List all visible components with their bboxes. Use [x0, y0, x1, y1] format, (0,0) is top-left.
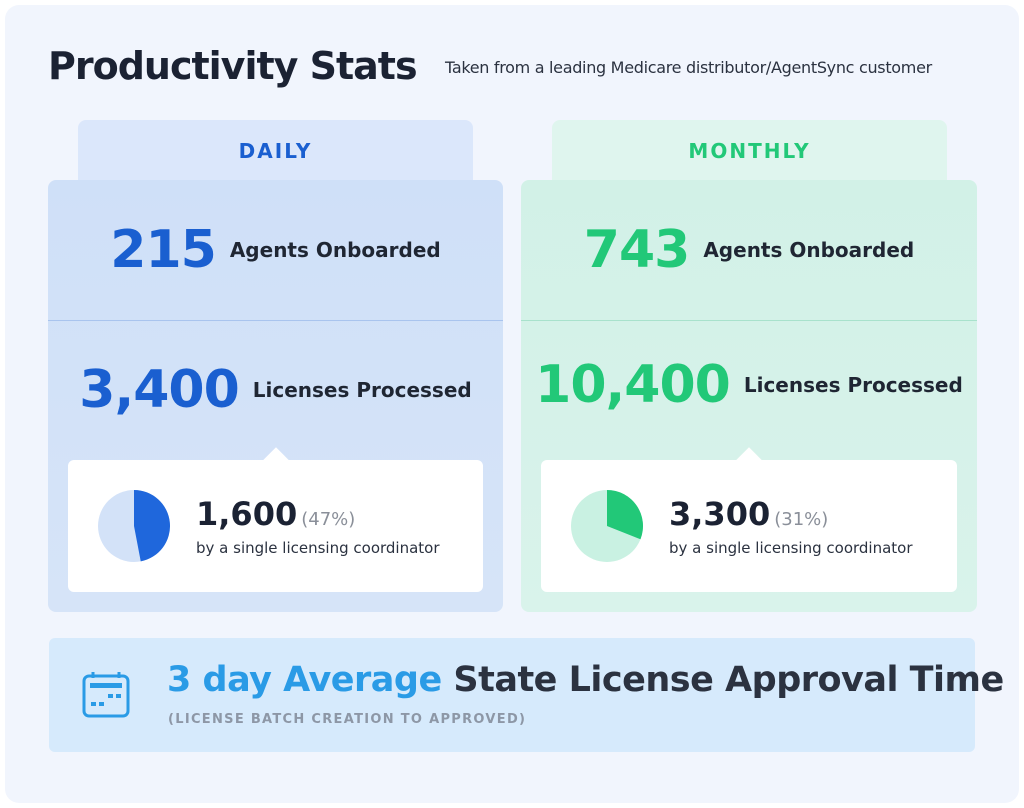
- daily-agents-label: Agents Onboarded: [229, 238, 441, 262]
- approval-time-banner: 3 day Average State License Approval Tim…: [49, 638, 1004, 752]
- monthly-agents-label: Agents Onboarded: [703, 238, 915, 262]
- monthly-card: 743 Agents Onboarded 10,400 Licenses Pro…: [521, 180, 977, 612]
- pie-slice-coordinator: [607, 490, 643, 540]
- daily-agents-value: 215: [110, 220, 217, 280]
- tab-monthly: MONTHLY: [552, 120, 947, 182]
- daily-coordinator-value: 1,600: [196, 495, 298, 533]
- approval-time-rest: State License Approval Time: [453, 660, 1004, 700]
- calendar-icon: [82, 672, 130, 718]
- monthly-coordinator-value: 3,300: [669, 495, 771, 533]
- daily-agents: 215 Agents Onboarded: [48, 180, 503, 321]
- daily-coordinator-label: by a single licensing coordinator: [196, 539, 440, 557]
- monthly-licenses-value: 10,400: [535, 355, 731, 415]
- pie-slice-coordinator: [134, 490, 170, 562]
- daily-licenses-label: Licenses Processed: [252, 378, 472, 402]
- approval-time-subtitle: (LICENSE BATCH CREATION TO APPROVED): [168, 712, 527, 727]
- monthly-licenses: 10,400 Licenses Processed: [521, 335, 977, 435]
- monthly-coordinator-label: by a single licensing coordinator: [669, 539, 913, 557]
- monthly-pie-chart: [571, 490, 643, 562]
- monthly-agents-value: 743: [583, 220, 691, 280]
- daily-card: 215 Agents Onboarded 3,400 Licenses Proc…: [48, 180, 503, 612]
- daily-pie-chart: [98, 490, 170, 562]
- approval-time-highlight: 3 day Average: [167, 660, 442, 700]
- daily-licenses-value: 3,400: [79, 360, 239, 420]
- tab-daily: DAILY: [78, 120, 473, 182]
- daily-licenses: 3,400 Licenses Processed: [48, 340, 503, 440]
- monthly-coordinator-box: 3,300 (31%) by a single licensing coordin…: [541, 447, 957, 592]
- approval-time-heading: 3 day Average State License Approval Tim…: [167, 660, 1004, 700]
- daily-coordinator-box: 1,600 (47%) by a single licensing coordin…: [68, 447, 483, 592]
- daily-coordinator-pct: (47%): [301, 509, 356, 530]
- monthly-coordinator-pct: (31%): [774, 509, 829, 530]
- monthly-agents: 743 Agents Onboarded: [521, 180, 977, 321]
- page-subtitle: Taken from a leading Medicare distributo…: [445, 58, 932, 77]
- page-title: Productivity Stats: [48, 44, 418, 88]
- monthly-licenses-label: Licenses Processed: [743, 373, 963, 397]
